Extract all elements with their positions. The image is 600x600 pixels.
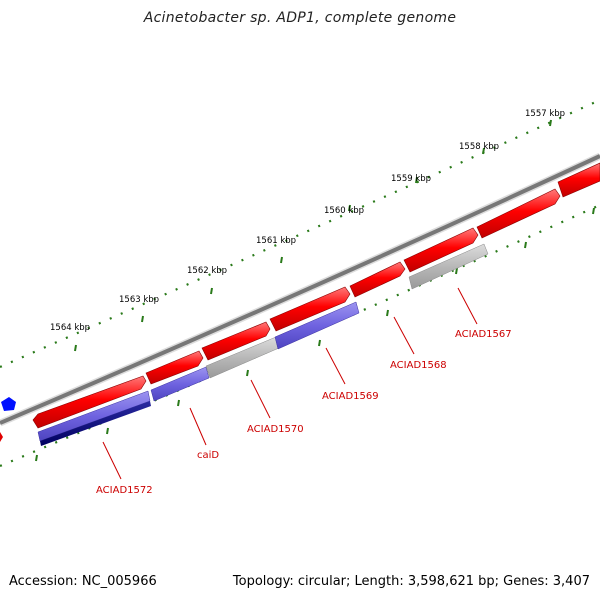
tick-label-1561: 1561 kbp xyxy=(256,236,296,246)
gene-forward-7 xyxy=(476,188,561,239)
tick-labels: 1557 kbp 1558 kbp 1559 kbp 1560 kbp 1561… xyxy=(50,109,565,333)
major-ticks xyxy=(74,119,552,352)
gene-caiD-bar xyxy=(150,366,210,402)
forward-genes xyxy=(32,162,600,429)
gene-forward-5 xyxy=(349,261,406,298)
gene-label-ACIAD1568[interactable]: ACIAD1568 xyxy=(390,360,447,371)
tick-label-1560: 1560 kbp xyxy=(324,206,364,216)
gene-label-caiD[interactable]: caiD xyxy=(197,450,219,461)
feature-marker xyxy=(1,397,16,411)
tick-label-1559: 1559 kbp xyxy=(391,174,431,184)
gene-ACIAD1572-dark-bar xyxy=(40,401,151,446)
gene-ACIAD1567-bar xyxy=(408,243,489,290)
reverse-genes xyxy=(37,243,489,446)
gene-label-ACIAD1572[interactable]: ACIAD1572 xyxy=(96,485,153,496)
genome-backbone-core xyxy=(0,154,600,425)
tick-label-1563: 1563 kbp xyxy=(119,295,159,305)
gene-label-ACIAD1569[interactable]: ACIAD1569 xyxy=(322,391,379,402)
tick-label-1564: 1564 kbp xyxy=(50,323,90,333)
gene-forward-1 xyxy=(32,375,147,429)
gene-labels: ACIAD1567 ACIAD1568 ACIAD1569 ACIAD1570 … xyxy=(96,329,512,496)
gene-label-ACIAD1570[interactable]: ACIAD1570 xyxy=(247,424,304,435)
gene-forward-4 xyxy=(269,286,351,332)
tick-label-1558: 1558 kbp xyxy=(459,142,499,152)
inner-major-ticks xyxy=(35,207,595,462)
gene-forward-6 xyxy=(403,227,479,273)
gene-forward-edge xyxy=(0,432,3,442)
map-title: Acinetobacter sp. ADP1, complete genome xyxy=(143,10,457,26)
gene-forward-8 xyxy=(557,162,600,198)
tick-label-1562: 1562 kbp xyxy=(187,266,227,276)
gene-label-ACIAD1567[interactable]: ACIAD1567 xyxy=(455,329,512,340)
gene-forward-3 xyxy=(201,321,271,361)
gene-forward-2 xyxy=(145,350,204,385)
accession-text: Accession: NC_005966 xyxy=(9,574,157,589)
gene-ACIAD1569-bar xyxy=(274,301,360,350)
label-leaders xyxy=(102,287,478,480)
tick-label-1557: 1557 kbp xyxy=(525,109,565,119)
topology-text: Topology: circular; Length: 3,598,621 bp… xyxy=(232,574,590,589)
